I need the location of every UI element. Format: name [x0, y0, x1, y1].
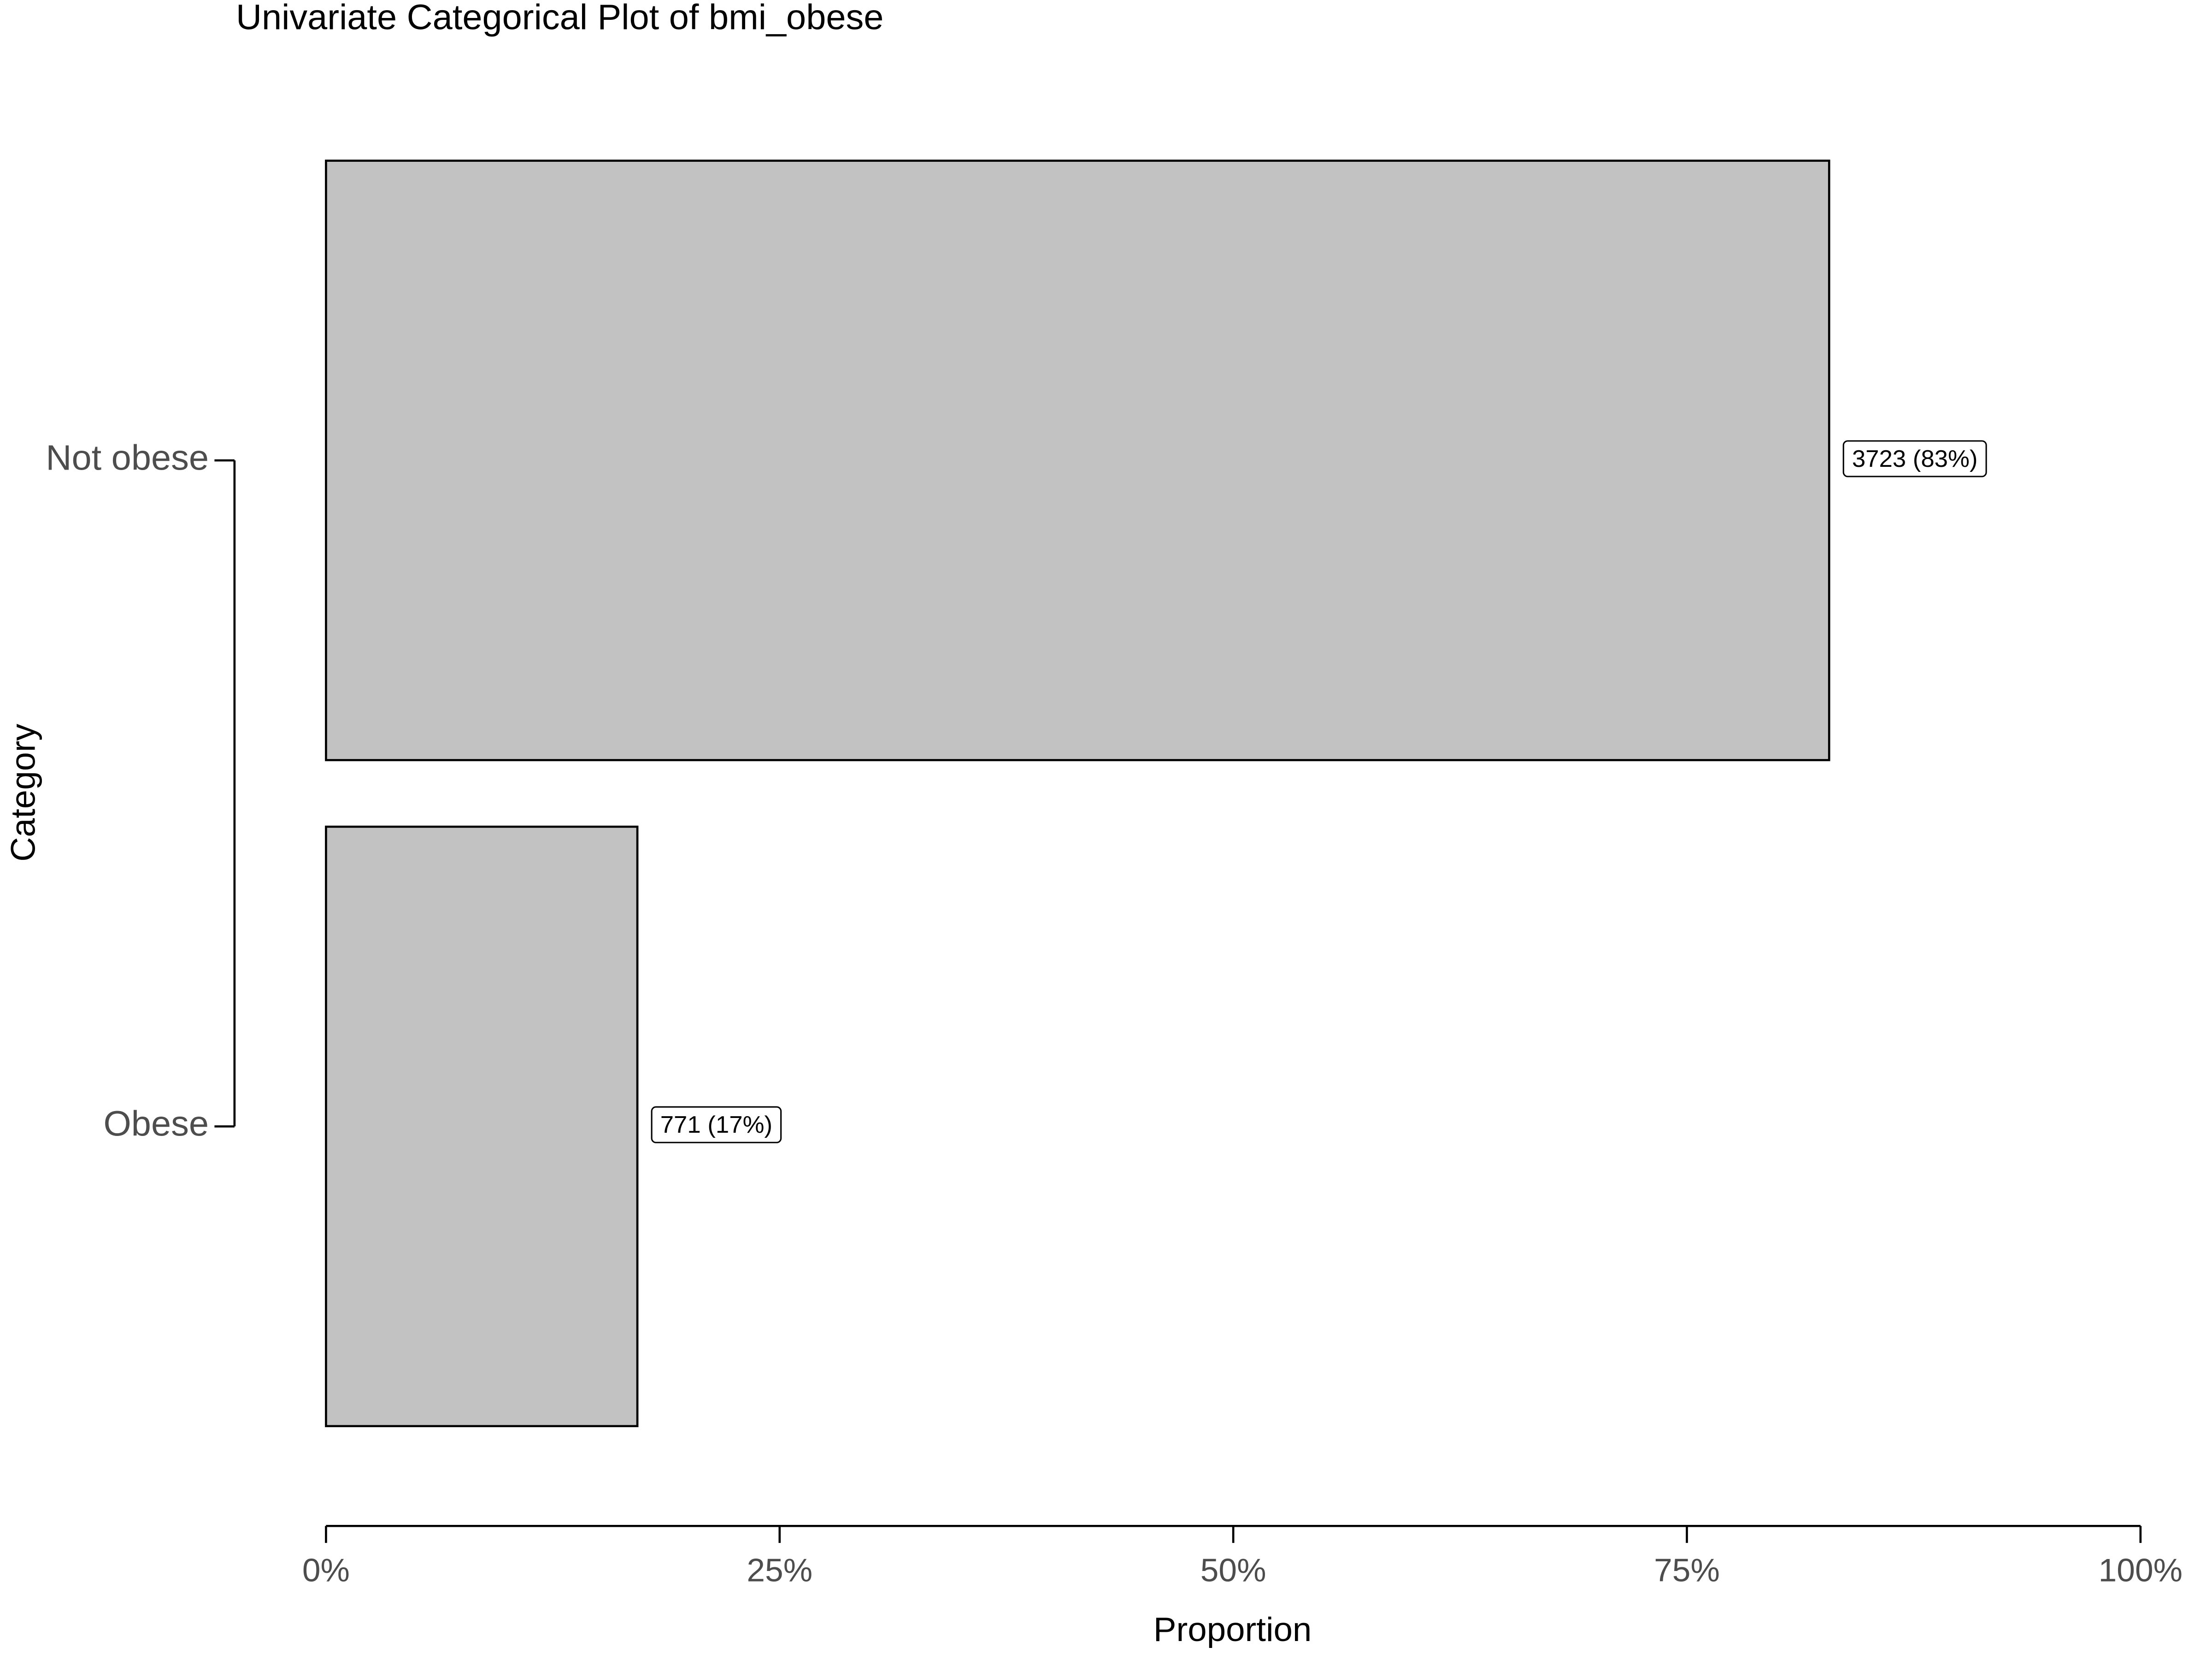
chart-title: Univariate Categorical Plot of bmi_obese	[236, 0, 883, 37]
y-tick-label: Obese	[103, 1104, 209, 1144]
x-tick-label: 0%	[302, 1553, 350, 1589]
y-axis-title: Category	[4, 724, 42, 862]
value-label: 771 (17%)	[660, 1111, 772, 1138]
value-label: 3723 (83%)	[1852, 445, 1978, 472]
x-tick-label: 50%	[1200, 1553, 1266, 1589]
x-tick-label: 100%	[2099, 1553, 2183, 1589]
bar	[325, 159, 1830, 761]
value-label-box	[651, 1106, 782, 1143]
bar	[325, 825, 639, 1427]
value-label-box	[1842, 440, 1987, 477]
x-tick-label: 25%	[747, 1553, 812, 1589]
y-tick-label: Not obese	[46, 438, 209, 478]
x-tick-label: 75%	[1654, 1553, 1720, 1589]
x-axis-title: Proportion	[1153, 1610, 1312, 1648]
